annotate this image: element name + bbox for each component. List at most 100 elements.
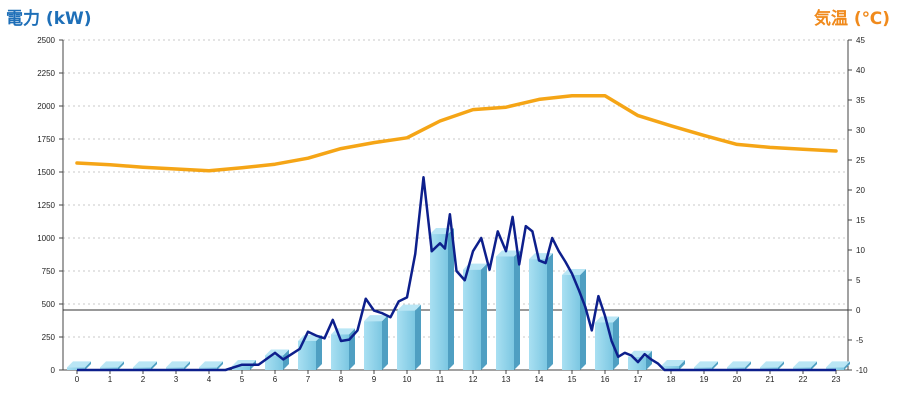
power-bar-side [844,361,850,370]
left-tick-label: 2000 [37,102,55,111]
power-bar-front [496,256,514,370]
power-bar [760,361,784,370]
x-tick-label: 18 [667,375,676,384]
right-tick-label: 15 [856,216,865,225]
right-tick-label: 5 [856,276,861,285]
x-tick-label: 21 [766,375,775,384]
left-tick-label: 750 [42,267,56,276]
power-bar-side [415,304,421,370]
power-bar-front [430,234,448,370]
power-bar [661,360,685,370]
power-bar [694,361,718,370]
left-tick-label: 1250 [37,201,55,210]
right-tick-label: -10 [856,366,868,375]
power-bar [496,250,520,370]
right-tick-label: 10 [856,246,865,255]
right-tick-label: 45 [856,36,865,45]
x-tick-label: 20 [733,375,742,384]
power-bar-side [151,361,157,370]
power-bar-top [793,361,817,368]
power-bar-side [448,228,454,370]
power-bar-side [184,361,190,370]
right-tick-label: 30 [856,126,865,135]
x-tick-label: 10 [403,375,412,384]
power-bar-side [283,349,289,370]
power-bar-side [217,361,223,370]
power-bar-side [547,253,553,370]
power-bar [793,361,817,370]
x-tick-label: 4 [207,375,212,384]
power-bar-side [712,361,718,370]
right-tick-label: 0 [856,306,861,315]
power-bar [397,304,421,370]
power-bar-front [364,321,382,370]
power-bar [100,361,124,370]
power-bar-front [199,367,217,370]
left-tick-label: 1000 [37,234,55,243]
power-bar [463,263,487,370]
power-bar [133,361,157,370]
left-tick-label: 0 [51,366,56,375]
x-tick-label: 15 [568,375,577,384]
power-line [77,176,836,372]
x-tick-label: 23 [832,375,841,384]
x-tick-label: 1 [108,375,113,384]
power-bar-side [580,268,586,370]
power-bar-front [232,366,250,370]
power-bar-front [793,367,811,370]
right-axis-title: 気温 (℃) [813,9,890,29]
x-tick-label: 13 [502,375,511,384]
power-bar [199,361,223,370]
power-bar [298,334,322,370]
x-tick-label: 2 [141,375,146,384]
gridlines [63,39,848,338]
power-bar-side [481,263,487,370]
power-bar-side [118,361,124,370]
x-tick-label: 0 [75,375,80,384]
power-bar-top [661,360,685,367]
x-tick-label: 9 [372,375,377,384]
power-bar-side [679,360,685,370]
power-bar [166,361,190,370]
power-bar [529,253,553,370]
right-tick-label: -5 [856,336,864,345]
power-bar-front [529,259,547,370]
power-bar-side [745,361,751,370]
power-bar-front [100,367,118,370]
left-tick-label: 1500 [37,168,55,177]
x-tick-label: 12 [469,375,478,384]
power-bar [364,315,388,370]
power-bar-front [628,356,646,370]
x-tick-label: 6 [273,375,278,384]
series-lines [75,94,838,372]
power-bar-front [562,274,580,370]
power-bar-top [67,361,91,368]
power-bar-top [694,361,718,368]
power-bar-front [463,269,481,370]
power-bar [67,361,91,370]
x-tick-label: 3 [174,375,179,384]
power-bar [727,361,751,370]
power-bar-top [133,361,157,368]
power-bar-front [133,367,151,370]
left-tick-label: 2250 [37,69,55,78]
power-bar [331,328,355,370]
power-bar-top [562,268,586,275]
power-bars [67,228,850,370]
temperature-line [75,94,838,173]
x-tick-label: 22 [799,375,808,384]
power-bar [595,316,619,370]
power-bar-front [265,355,283,370]
right-tick-label: 40 [856,66,865,75]
power-bar-side [514,250,520,370]
power-bar-top [727,361,751,368]
power-bar-side [316,334,322,370]
power-bar-side [778,361,784,370]
power-bar-side [382,315,388,370]
power-bar [265,349,289,370]
x-tick-label: 19 [700,375,709,384]
power-bar-side [85,361,91,370]
power-bar-top [496,250,520,257]
power-bar-front [826,367,844,370]
